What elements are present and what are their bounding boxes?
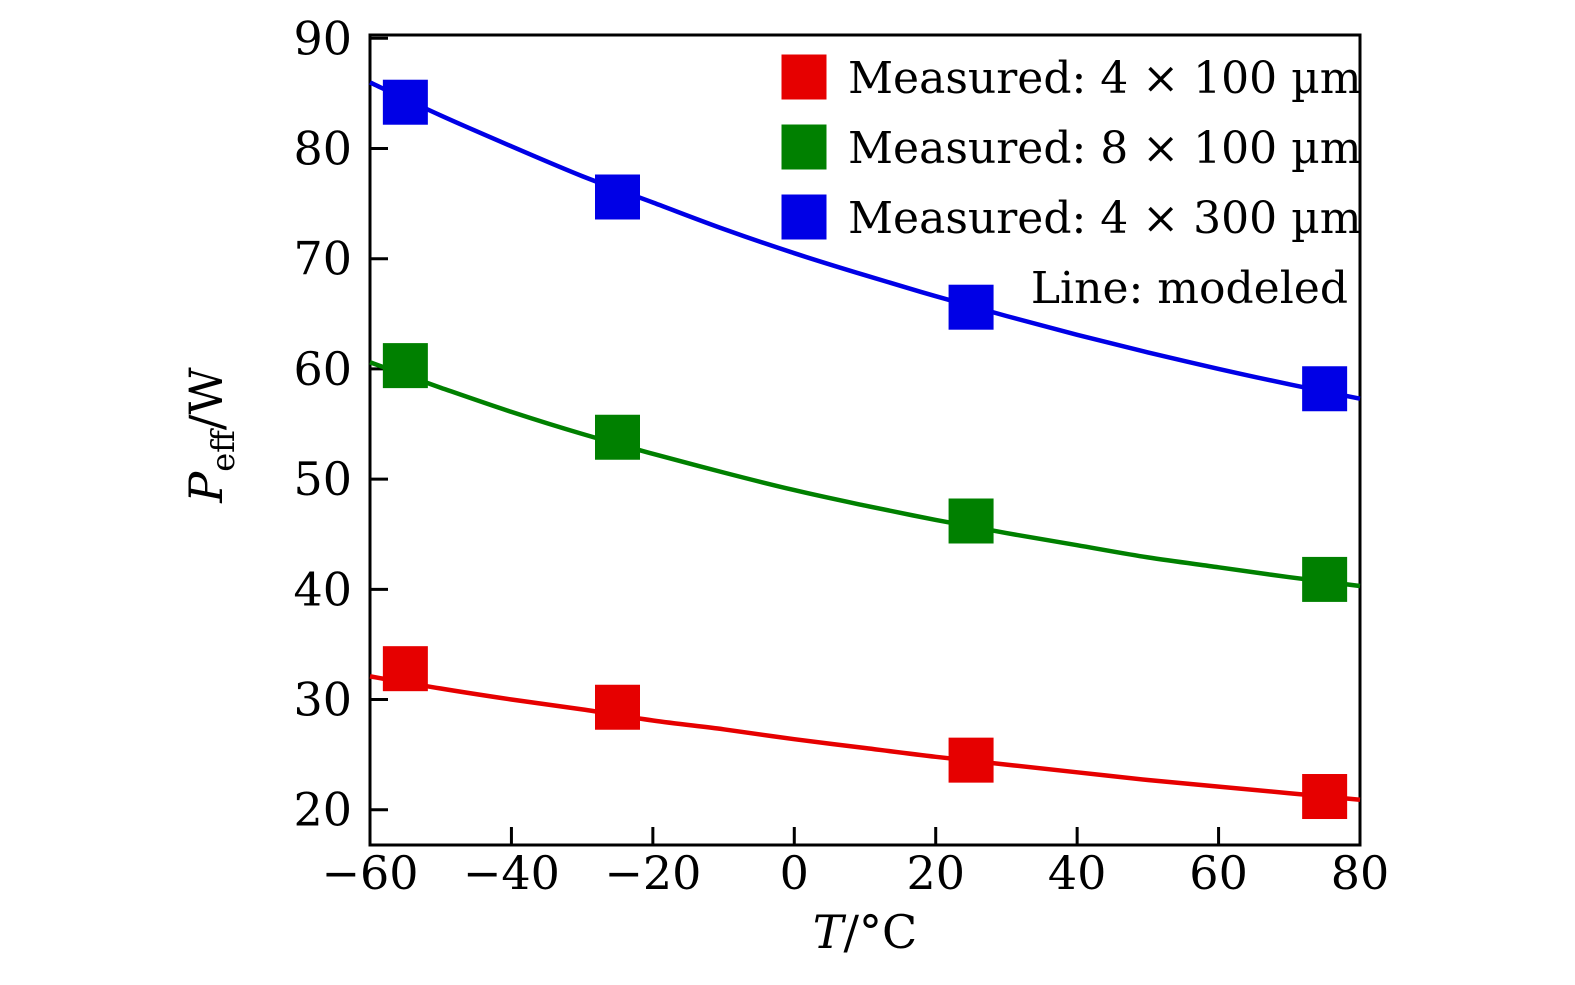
y-tick-label: 90 [293,11,352,65]
y-tick-label: 60 [293,342,352,396]
legend-label-0: Measured: 4 × 100 µm [848,53,1361,104]
legend-swatch-1 [781,124,827,170]
x-tick-label: 20 [906,846,965,900]
series-0-marker-1 [595,684,640,730]
y-tick-label: 40 [293,562,352,616]
series-2-modeled-line [369,80,1361,401]
x-tick-label: −20 [604,846,701,900]
x-tick-label: −40 [463,846,560,900]
series-2-marker-0 [382,79,428,125]
x-tick-label: 80 [1331,846,1390,900]
y-tick-label: 50 [293,452,352,506]
x-axis-label: T/°C [813,905,917,959]
series-0-marker-2 [948,737,994,783]
legend-swatch-2 [781,194,827,240]
series-2-marker-2 [948,284,994,330]
series-1-marker-1 [595,414,640,460]
x-tick-label: 0 [780,846,809,900]
y-axis-label: Peff/W [179,367,242,504]
series-0-marker-3 [1302,774,1348,820]
x-tick-label: 40 [1048,846,1107,900]
y-tick-label: 80 [293,122,352,176]
y-tick-label: 30 [293,673,352,727]
series-2-marker-1 [595,174,640,220]
x-tick-label: 60 [1189,846,1248,900]
legend-note: Line: modeled [1031,263,1348,314]
series-2-marker-3 [1302,366,1348,412]
series-1-marker-2 [948,498,994,544]
plot-border [368,33,1362,847]
series-1-modeled-line [369,360,1361,589]
legend-swatch-0 [781,54,827,100]
y-tick-label: 20 [293,783,352,837]
series-1-marker-0 [382,343,428,389]
legend-label-1: Measured: 8 × 100 µm [848,123,1361,174]
y-tick-label: 70 [293,232,352,286]
legend-label-2: Measured: 4 × 300 µm [848,193,1361,244]
series-0-modeled-line [369,674,1361,803]
series-0-marker-0 [382,646,428,692]
series-1-marker-3 [1302,556,1348,602]
x-tick-label: −60 [321,846,418,900]
